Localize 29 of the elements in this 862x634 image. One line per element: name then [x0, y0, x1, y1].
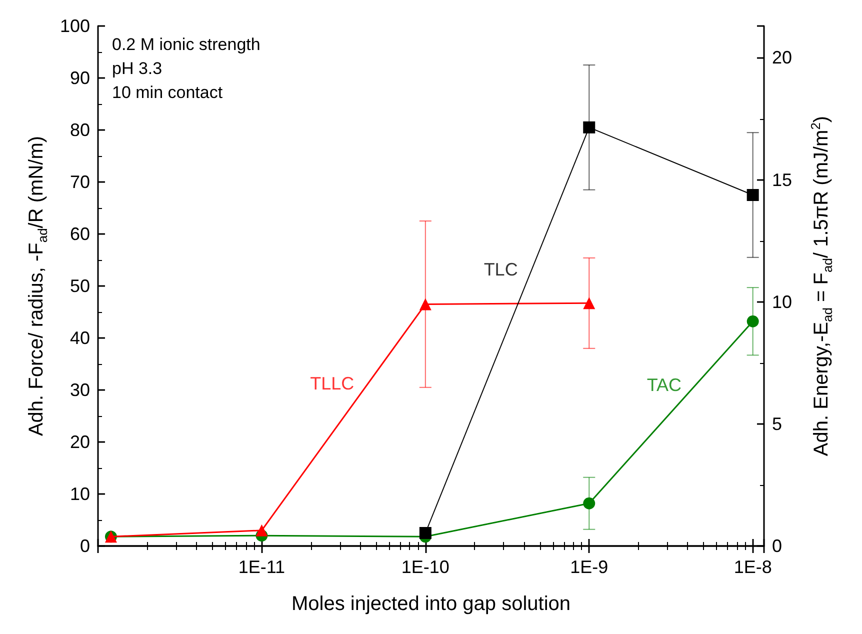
annotation: pH 3.3 [112, 59, 162, 78]
y-tick-label: 40 [70, 328, 90, 348]
x-axis-title: Moles injected into gap solution [291, 593, 571, 615]
series-label: TLC [484, 259, 518, 280]
y2-tick-label: 5 [772, 414, 782, 434]
y-tick-label: 30 [70, 380, 90, 400]
x-tick-label: 1E-10 [401, 557, 450, 577]
x-tick-label: 1E-8 [734, 557, 772, 577]
y2-tick-label: 10 [772, 292, 792, 312]
series-label: TAC [646, 375, 682, 396]
x-tick-label: 1E-11 [238, 557, 286, 577]
y-tick-label: 90 [70, 68, 90, 88]
series-label: TLLC [310, 373, 354, 394]
y-axis-title: Adh. Force/ radius, -Fad/R (mN/m) [26, 136, 50, 436]
y2-tick-label: 20 [772, 48, 792, 68]
y-tick-label: 80 [70, 120, 90, 140]
y-tick-label: 20 [70, 432, 90, 452]
y-tick-label: 70 [70, 172, 90, 192]
annotation: 0.2 M ionic strength [112, 35, 260, 54]
x-tick-label: 1E-9 [570, 557, 608, 577]
y2-tick-label: 15 [772, 170, 792, 190]
y2-tick-label: 0 [772, 536, 782, 556]
y-tick-label: 0 [80, 536, 90, 556]
y2-axis-title: Adh. Energy,-Ead = Fad/ 1.5πR (mJ/m2) [808, 116, 835, 456]
y-tick-label: 50 [70, 276, 90, 296]
y-tick-label: 10 [70, 484, 90, 504]
annotation: 10 min contact [112, 83, 223, 102]
y-tick-label: 100 [60, 16, 90, 36]
y-tick-label: 60 [70, 224, 90, 244]
